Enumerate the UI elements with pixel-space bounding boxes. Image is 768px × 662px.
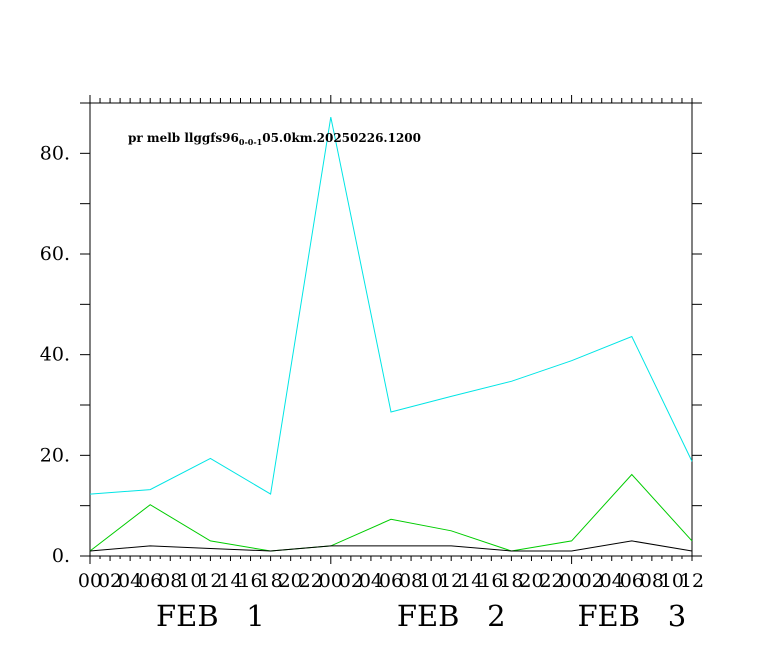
plot-frame xyxy=(89,102,693,557)
x-tick-label: 16 xyxy=(238,570,262,592)
x-tick-label: 02 xyxy=(339,570,363,592)
x-tick-label: 16 xyxy=(479,570,503,592)
x-tick-label: 00 xyxy=(319,570,343,592)
series-line-3 xyxy=(89,540,693,552)
x-tick-label: 10 xyxy=(178,570,202,592)
date-label: FEB 1 xyxy=(156,599,265,633)
x-tick-label: 20 xyxy=(279,570,303,592)
series-line-1 xyxy=(89,116,693,495)
x-tick-label: 20 xyxy=(519,570,543,592)
x-tick-label: 04 xyxy=(600,570,624,592)
x-tick-label: 12 xyxy=(680,570,704,592)
x-tick-label: 04 xyxy=(359,570,383,592)
x-tick-label: 02 xyxy=(580,570,604,592)
x-tick-label: 02 xyxy=(98,570,122,592)
date-label: FEB 3 xyxy=(577,599,686,633)
x-tick-label: 08 xyxy=(158,570,182,592)
x-tick-label: 08 xyxy=(399,570,423,592)
y-tick-label: 0. xyxy=(52,545,70,567)
x-tick-label: 18 xyxy=(499,570,523,592)
x-tick-label: 00 xyxy=(560,570,584,592)
x-tick-label: 08 xyxy=(640,570,664,592)
x-tick-label: 14 xyxy=(218,570,242,592)
x-tick-label: 00 xyxy=(78,570,102,592)
y-tick-label: 20. xyxy=(40,444,70,466)
chart-title: pr melb llggfs960-0-105.0km.20250226.120… xyxy=(128,131,421,147)
x-tick-label: 22 xyxy=(539,570,563,592)
x-tick-label: 14 xyxy=(459,570,483,592)
x-tick-label: 06 xyxy=(138,570,162,592)
x-tick-label: 22 xyxy=(299,570,323,592)
chart-title-suffix: 05.0km.20250226.1200 xyxy=(262,131,421,145)
chart-title-main: pr melb llggfs96 xyxy=(128,131,239,145)
x-tick-label: 10 xyxy=(419,570,443,592)
x-tick-label: 06 xyxy=(620,570,644,592)
series-group xyxy=(89,116,693,552)
x-tick-label: 18 xyxy=(259,570,283,592)
x-tick-label: 12 xyxy=(439,570,463,592)
x-tick-label: 12 xyxy=(198,570,222,592)
x-tick-label: 04 xyxy=(118,570,142,592)
date-label: FEB 2 xyxy=(397,599,506,633)
x-tick-label: 10 xyxy=(660,570,684,592)
y-tick-label: 60. xyxy=(40,243,70,265)
axes: 0.20.40.60.80.00020406081012141618202200… xyxy=(40,95,704,633)
y-tick-label: 40. xyxy=(40,344,70,366)
x-tick-label: 06 xyxy=(379,570,403,592)
chart-title-subscript: 0-0-1 xyxy=(239,137,262,147)
series-line-2 xyxy=(89,473,693,552)
y-tick-label: 80. xyxy=(40,142,70,164)
